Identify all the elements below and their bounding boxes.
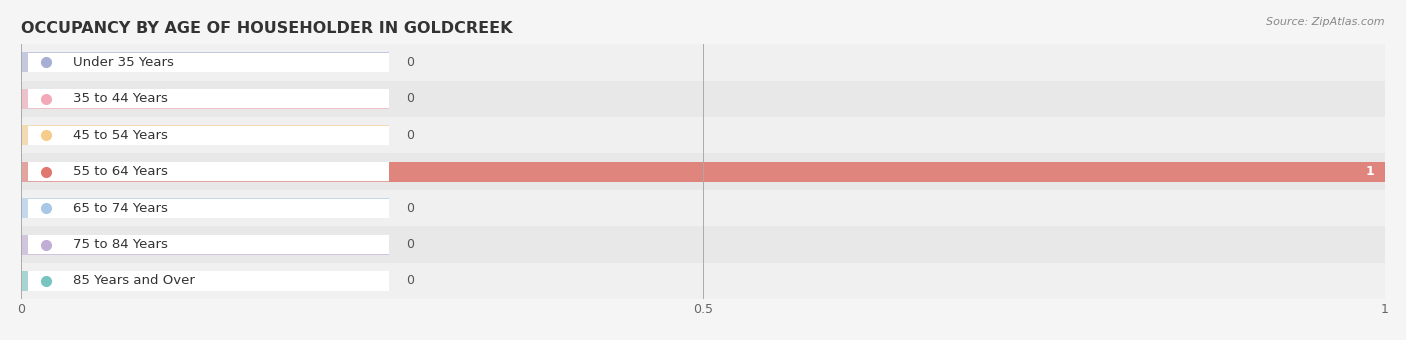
Text: 0: 0	[406, 129, 413, 142]
Text: 1: 1	[1365, 165, 1374, 178]
Text: 65 to 74 Years: 65 to 74 Years	[73, 202, 167, 215]
Bar	[28, 271, 389, 290]
Bar	[21, 162, 1385, 182]
Text: Source: ZipAtlas.com: Source: ZipAtlas.com	[1267, 17, 1385, 27]
Bar	[21, 226, 1385, 263]
Text: Under 35 Years: Under 35 Years	[73, 56, 174, 69]
Bar	[389, 162, 1385, 182]
Text: 45 to 54 Years: 45 to 54 Years	[73, 129, 167, 142]
Bar	[21, 81, 1385, 117]
Bar	[21, 125, 389, 145]
Bar	[28, 89, 389, 108]
Bar	[28, 162, 389, 181]
Text: OCCUPANCY BY AGE OF HOUSEHOLDER IN GOLDCREEK: OCCUPANCY BY AGE OF HOUSEHOLDER IN GOLDC…	[21, 21, 513, 36]
Bar	[21, 235, 389, 255]
Bar	[21, 271, 389, 291]
Text: 75 to 84 Years: 75 to 84 Years	[73, 238, 167, 251]
Bar	[21, 52, 389, 72]
Text: 35 to 44 Years: 35 to 44 Years	[73, 92, 167, 105]
Bar	[21, 198, 389, 218]
Text: 0: 0	[406, 202, 413, 215]
Bar	[21, 117, 1385, 153]
Bar	[21, 44, 1385, 81]
Bar	[21, 190, 1385, 226]
Bar	[28, 199, 389, 218]
Bar	[21, 89, 389, 109]
Bar	[28, 235, 389, 254]
Text: 0: 0	[406, 274, 413, 288]
Text: 55 to 64 Years: 55 to 64 Years	[73, 165, 167, 178]
Bar	[21, 263, 1385, 299]
Text: 0: 0	[406, 92, 413, 105]
Bar	[28, 126, 389, 145]
Bar	[21, 153, 1385, 190]
Text: 0: 0	[406, 238, 413, 251]
Bar	[28, 53, 389, 72]
Text: 0: 0	[406, 56, 413, 69]
Text: 85 Years and Over: 85 Years and Over	[73, 274, 195, 288]
